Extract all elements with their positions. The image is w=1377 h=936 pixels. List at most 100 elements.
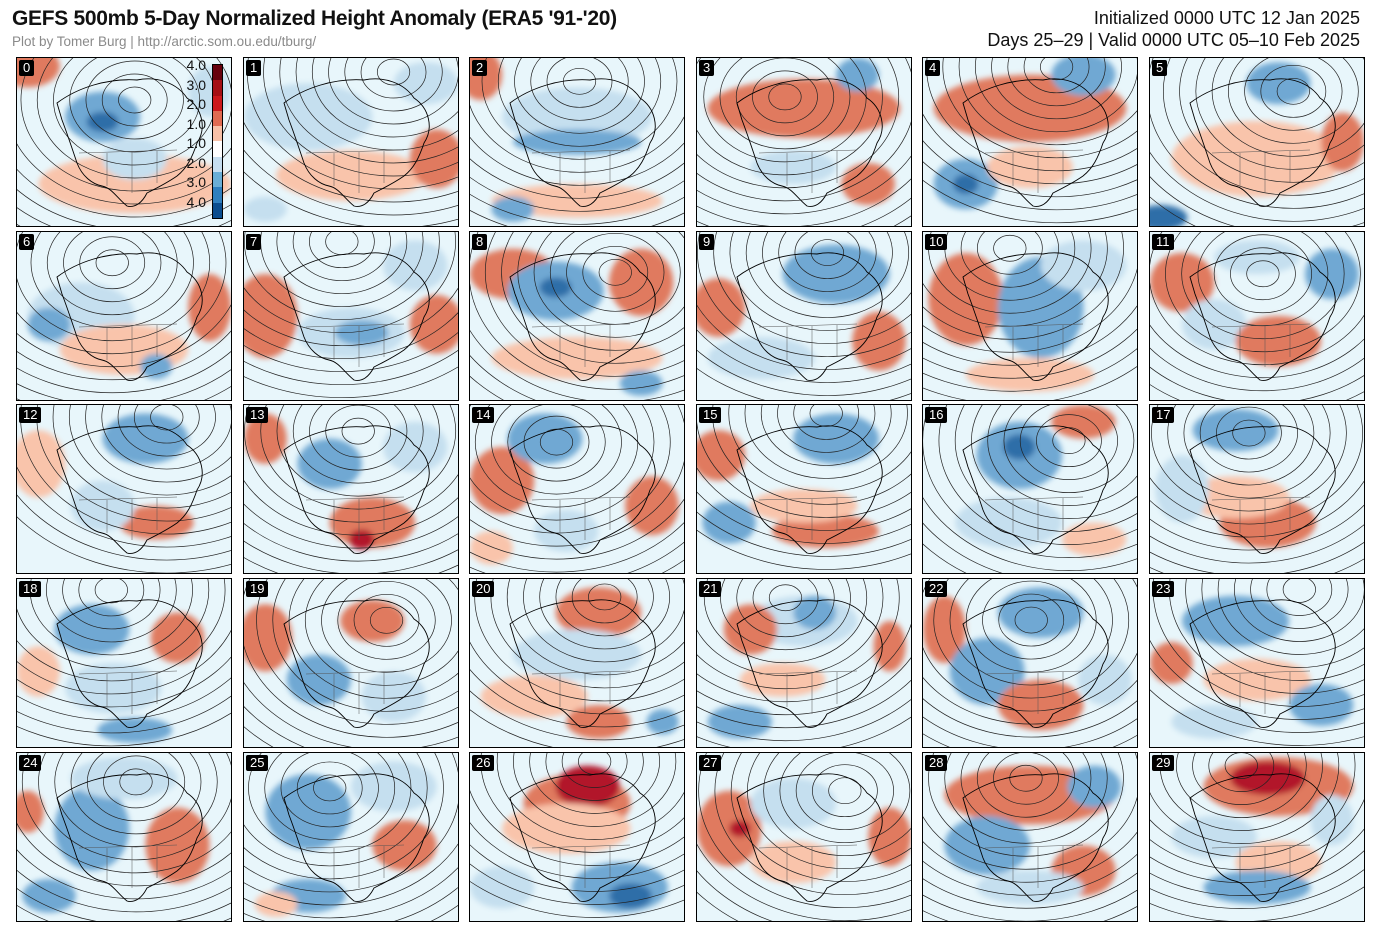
height-contour <box>923 853 1137 896</box>
height-contour <box>545 753 644 801</box>
colorbar-segment <box>213 156 222 173</box>
anomaly-panel: 15 <box>696 404 912 574</box>
colorbar-tick-label: 2.0 <box>186 154 206 171</box>
anomaly-blob <box>1150 642 1193 684</box>
height-contour <box>506 579 684 676</box>
coastline <box>283 78 430 207</box>
height-contour <box>1165 232 1361 353</box>
anomaly-blob <box>480 675 588 718</box>
anomaly-blob <box>750 489 858 523</box>
anomaly-blob <box>1150 205 1188 226</box>
state-borders <box>984 323 1084 367</box>
state-borders <box>305 844 405 888</box>
height-contour <box>1009 764 1043 792</box>
height-contour <box>793 405 860 440</box>
coastline <box>56 599 203 728</box>
height-contour <box>244 149 458 216</box>
colorbar-segment <box>213 187 222 203</box>
state-borders <box>531 844 631 888</box>
height-contour <box>17 629 231 695</box>
coastline <box>1189 773 1336 902</box>
height-contour <box>1150 58 1364 209</box>
anomaly-map <box>244 753 458 921</box>
height-contour <box>561 753 628 788</box>
anomaly-blob <box>1203 658 1311 701</box>
height-contour <box>68 405 231 496</box>
coastline <box>56 425 203 554</box>
state-borders <box>305 670 405 714</box>
anomaly-map <box>17 405 231 573</box>
colorbar-segment <box>213 80 222 96</box>
anomaly-blob <box>118 505 194 540</box>
state-borders <box>1211 844 1311 888</box>
height-contour <box>713 232 911 344</box>
height-contour <box>971 405 1137 519</box>
anomaly-blob <box>1051 58 1116 96</box>
anomaly-blob <box>707 705 772 739</box>
anomaly-map <box>1150 405 1364 573</box>
anomaly-blob <box>97 717 173 743</box>
height-contour <box>309 232 375 269</box>
height-contour <box>244 287 458 346</box>
height-contour <box>118 86 152 114</box>
state-borders <box>531 149 631 193</box>
height-contour <box>942 58 1137 159</box>
coastline <box>1189 78 1336 207</box>
height-contour <box>729 232 911 331</box>
height-contour <box>150 405 184 431</box>
height-contour <box>328 58 458 125</box>
height-contour <box>276 232 408 295</box>
height-contour <box>923 579 1137 712</box>
height-contour <box>17 466 231 548</box>
anomaly-panel: 8 <box>469 231 685 401</box>
anomaly-blob <box>383 240 448 291</box>
height-contour <box>697 467 911 531</box>
anomaly-map <box>1150 232 1364 400</box>
height-contour <box>78 579 145 617</box>
height-contour <box>697 232 911 357</box>
anomaly-blob <box>491 196 535 222</box>
height-contour <box>923 113 1137 185</box>
height-contour <box>272 579 458 712</box>
height-contour <box>17 712 231 747</box>
anomaly-map <box>1150 753 1364 921</box>
anomaly-blob <box>244 604 293 672</box>
anomaly-blob <box>54 786 130 871</box>
anomaly-panel: 18 <box>16 578 232 748</box>
height-contour <box>260 405 457 510</box>
height-contour <box>944 753 1108 844</box>
colorbar-tick-label: 2.0 <box>186 96 206 112</box>
height-contour <box>119 768 153 796</box>
height-contour <box>244 312 458 359</box>
height-contour <box>923 698 1137 738</box>
height-contour <box>928 753 1124 857</box>
anomaly-blob <box>1067 765 1121 808</box>
state-borders <box>78 149 178 193</box>
colorbar-segment <box>213 95 222 111</box>
coastline <box>962 599 1109 728</box>
height-contour <box>17 579 210 669</box>
height-contour <box>697 579 900 690</box>
panel-number: 17 <box>1152 407 1175 423</box>
anomaly-blob <box>17 430 66 498</box>
height-contour <box>539 579 671 650</box>
colorbar-segment <box>213 126 222 142</box>
height-contour <box>17 168 231 218</box>
height-contour <box>1195 58 1364 170</box>
height-contour <box>923 180 1137 224</box>
height-contour <box>244 843 458 906</box>
anomaly-blob <box>1230 761 1306 795</box>
anomaly-blob <box>27 307 71 342</box>
coastline <box>509 78 656 207</box>
anomaly-blob <box>928 253 1004 346</box>
height-contour <box>1150 151 1364 222</box>
state-borders <box>758 149 858 193</box>
anomaly-blob <box>150 612 205 663</box>
panel-number: 4 <box>925 60 941 76</box>
height-contour <box>923 140 1137 198</box>
colorbar-tick-label: 3.0 <box>186 76 206 93</box>
height-contour <box>325 405 392 458</box>
height-contour <box>497 58 662 147</box>
anomaly-blob <box>507 413 583 464</box>
panel-number: 15 <box>699 407 722 423</box>
